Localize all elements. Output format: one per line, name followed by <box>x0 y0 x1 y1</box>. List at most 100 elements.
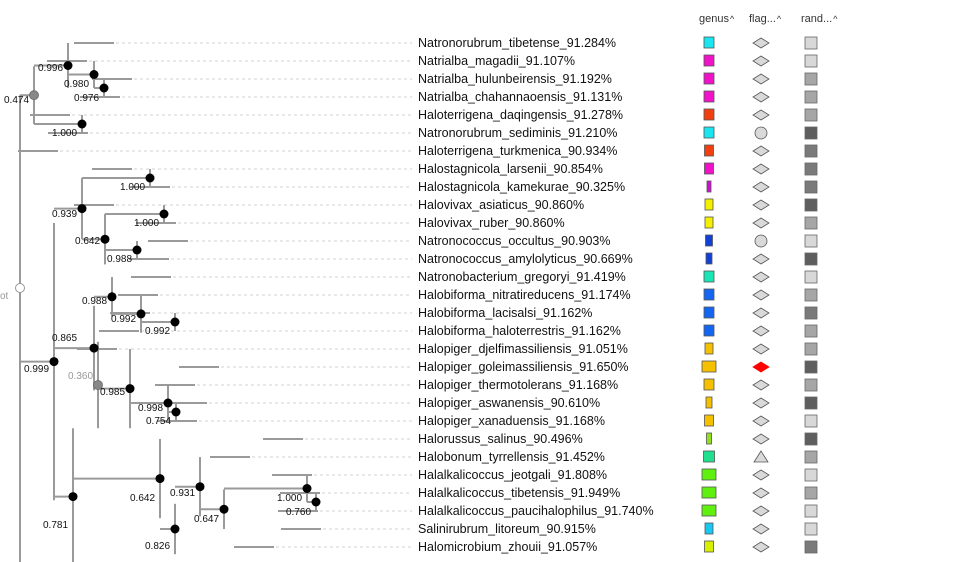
support-value: 0.865 <box>52 333 77 344</box>
genus-color-box <box>706 432 712 445</box>
genus-color-box <box>706 180 712 193</box>
flag-diamond-icon <box>752 145 770 157</box>
random-color-box <box>804 144 818 158</box>
flag-diamond-icon <box>752 199 770 211</box>
flag-diamond-red-icon <box>752 361 770 373</box>
random-color-box <box>804 216 818 230</box>
genus-color-box <box>703 126 715 139</box>
leaf-label: Haloterrigena_turkmenica_90.934% <box>418 144 617 158</box>
tree-node[interactable] <box>170 524 180 534</box>
genus-color-box <box>703 270 715 283</box>
tree-node[interactable] <box>155 474 165 484</box>
tree-node[interactable] <box>195 482 205 492</box>
tree-node[interactable] <box>77 204 87 214</box>
leaf-labels: Natronorubrum_tibetense_91.284% Natrialba… <box>418 36 654 554</box>
leaf-label: Halobiforma_lacisalsi_91.162% <box>418 306 592 320</box>
genus-color-box <box>703 90 715 103</box>
leaf-label: Halovivax_ruber_90.860% <box>418 216 565 230</box>
genus-column <box>701 36 717 553</box>
leaf-label: Halalkalicoccus_jeotgali_91.808% <box>418 468 607 482</box>
leaf-label: Natrialba_magadii_91.107% <box>418 54 575 68</box>
tree-node[interactable] <box>136 309 146 319</box>
random-color-box <box>804 198 818 212</box>
genus-color-box <box>703 36 715 49</box>
random-color-box <box>804 288 818 302</box>
genus-color-box <box>703 306 715 319</box>
tree-node[interactable] <box>68 492 78 502</box>
tree-node[interactable] <box>125 384 135 394</box>
flag-diamond-icon <box>752 181 770 193</box>
random-color-box <box>804 36 818 50</box>
support-value: 0.988 <box>107 254 132 265</box>
support-value: 0.998 <box>138 403 163 414</box>
leaf-label: Halalkalicoccus_tibetensis_91.949% <box>418 486 620 500</box>
flag-diamond-icon <box>752 217 770 229</box>
support-value: 0.985 <box>100 387 125 398</box>
random-color-box <box>804 522 818 536</box>
tree-node[interactable] <box>311 497 321 507</box>
support-value: 0.760 <box>286 507 311 518</box>
support-value: 0.996 <box>38 63 63 74</box>
random-color-box <box>804 126 818 140</box>
tree-node[interactable] <box>29 90 39 101</box>
header-random-label: rand... <box>801 13 833 25</box>
tree-node[interactable] <box>159 209 169 219</box>
support-value: 0.781 <box>43 520 68 531</box>
leaf-label: Halopiger_djelfimassiliensis_91.051% <box>418 342 628 356</box>
flag-diamond-icon <box>752 37 770 49</box>
support-value: 0.931 <box>170 488 195 499</box>
tree-node[interactable] <box>99 83 109 93</box>
tree-node[interactable] <box>63 61 73 70</box>
flag-diamond-icon <box>752 289 770 301</box>
genus-color-box <box>703 324 715 337</box>
tree-node[interactable] <box>77 119 87 129</box>
tree-node[interactable] <box>107 292 117 302</box>
random-color-box <box>804 162 818 176</box>
genus-color-box <box>704 216 714 229</box>
random-color-box <box>804 450 818 464</box>
root-label: ot <box>0 291 9 302</box>
tree-node[interactable] <box>145 173 155 183</box>
support-value: 1.000 <box>134 218 159 229</box>
tree-node[interactable] <box>49 357 59 367</box>
tree-node[interactable] <box>219 504 229 514</box>
tree-node[interactable] <box>100 234 110 244</box>
flag-diamond-icon <box>752 343 770 355</box>
genus-color-box <box>703 54 715 67</box>
leaf-label: Natronorubrum_tibetense_91.284% <box>418 36 616 50</box>
header-random[interactable]: rand...^ <box>801 13 837 25</box>
flag-diamond-icon <box>752 379 770 391</box>
random-color-box <box>804 324 818 338</box>
flag-diamond-icon <box>752 433 770 445</box>
support-value: 0.999 <box>24 364 49 375</box>
root-node[interactable] <box>15 283 25 293</box>
header-genus[interactable]: genus^ <box>699 13 734 25</box>
tree-node[interactable] <box>163 398 173 408</box>
sort-icon: ^ <box>776 14 782 24</box>
tree-node[interactable] <box>132 245 142 255</box>
tree-node[interactable] <box>89 70 99 79</box>
genus-color-box <box>704 414 714 427</box>
random-color-box <box>804 108 818 122</box>
header-flag[interactable]: flag...^ <box>749 13 781 25</box>
leaf-label: Natronobacterium_gregoryi_91.419% <box>418 270 626 284</box>
tree-node[interactable] <box>170 317 180 327</box>
support-value: 0.992 <box>111 314 136 325</box>
leaf-label: Haloterrigena_daqingensis_91.278% <box>418 108 623 122</box>
random-color-box <box>804 306 818 320</box>
tree-node[interactable] <box>89 343 99 353</box>
genus-color-box <box>704 342 714 355</box>
support-value: 1.000 <box>52 128 77 139</box>
tree-node[interactable] <box>302 484 312 493</box>
leaf-label: Halobiforma_nitratireducens_91.174% <box>418 288 631 302</box>
genus-color-box <box>703 288 715 301</box>
random-color-box <box>804 270 818 284</box>
support-value: 0.980 <box>64 79 89 90</box>
tree-node[interactable] <box>171 407 181 417</box>
flag-diamond-icon <box>752 271 770 283</box>
support-value: 0.642 <box>75 236 100 247</box>
tree-node[interactable] <box>93 380 103 390</box>
genus-color-box <box>705 234 713 247</box>
